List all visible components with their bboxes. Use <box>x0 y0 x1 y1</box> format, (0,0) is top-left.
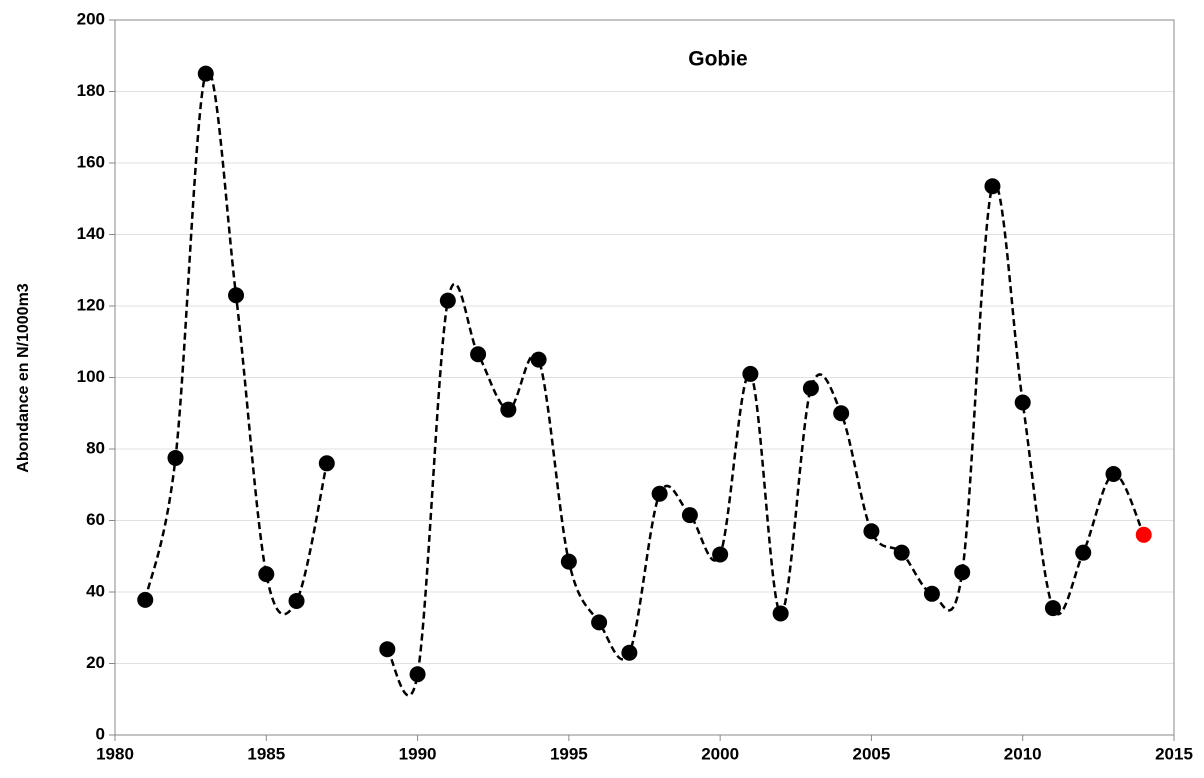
data-point <box>530 351 547 368</box>
data-point <box>1075 544 1092 561</box>
data-point <box>712 546 729 563</box>
data-point <box>923 585 940 602</box>
data-point <box>1044 600 1061 617</box>
data-point <box>621 644 638 661</box>
data-point <box>197 65 214 82</box>
x-tick-label: 2015 <box>1155 744 1193 763</box>
plot-frame <box>114 19 1175 736</box>
data-point <box>681 507 698 524</box>
data-point <box>500 401 517 418</box>
data-point <box>409 666 426 683</box>
x-tick-label: 1980 <box>96 744 134 763</box>
data-point <box>379 641 396 658</box>
chart-title: Gobie <box>688 48 748 71</box>
data-point <box>984 178 1001 195</box>
data-point <box>439 292 456 309</box>
y-axis-label: Abondance en N/1000m3 <box>15 283 32 473</box>
data-point <box>833 405 850 422</box>
x-tick-label: 1990 <box>399 744 437 763</box>
data-point <box>893 544 910 561</box>
data-point <box>228 287 245 304</box>
data-point <box>742 365 759 382</box>
y-tick-label: 160 <box>77 152 105 171</box>
y-tick-label: 200 <box>77 9 105 28</box>
data-point <box>288 592 305 609</box>
x-tick-label: 2010 <box>1004 744 1042 763</box>
y-tick-label: 60 <box>86 510 105 529</box>
data-point <box>954 564 971 581</box>
data-point <box>258 566 275 583</box>
data-point <box>651 485 668 502</box>
data-point <box>1105 466 1122 483</box>
x-tick-label: 2005 <box>853 744 891 763</box>
data-point <box>470 346 487 363</box>
x-tick-label: 1985 <box>247 744 285 763</box>
data-point <box>591 614 608 631</box>
data-point <box>137 591 154 608</box>
data-point <box>802 380 819 397</box>
data-point <box>167 449 184 466</box>
y-tick-label: 40 <box>86 581 105 600</box>
y-tick-label: 100 <box>77 367 105 386</box>
data-line <box>144 69 1145 697</box>
data-point <box>1014 394 1031 411</box>
y-tick-label: 20 <box>86 653 105 672</box>
y-tick-label: 0 <box>96 724 105 743</box>
y-tick-label: 120 <box>77 295 105 314</box>
y-tick-label: 140 <box>77 224 105 243</box>
data-point <box>1135 526 1152 543</box>
y-tick-label: 180 <box>77 81 105 100</box>
data-point <box>772 605 789 622</box>
data-point <box>560 553 577 570</box>
data-point <box>863 523 880 540</box>
y-tick-label: 80 <box>86 438 105 457</box>
x-tick-label: 2000 <box>701 744 739 763</box>
data-point <box>318 455 335 472</box>
x-tick-label: 1995 <box>550 744 588 763</box>
